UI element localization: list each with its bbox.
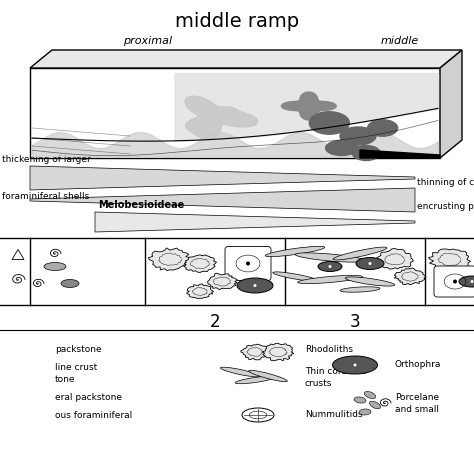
Text: middle ramp: middle ramp: [175, 12, 299, 31]
Text: tone: tone: [55, 375, 75, 384]
Polygon shape: [282, 92, 336, 120]
Ellipse shape: [459, 276, 474, 287]
Ellipse shape: [237, 278, 273, 293]
Polygon shape: [241, 344, 269, 360]
Ellipse shape: [368, 120, 398, 136]
Polygon shape: [187, 284, 214, 299]
Ellipse shape: [235, 376, 275, 384]
Ellipse shape: [333, 247, 387, 260]
Polygon shape: [30, 188, 415, 212]
Ellipse shape: [359, 409, 371, 415]
Text: proximal: proximal: [123, 36, 173, 46]
Polygon shape: [95, 212, 415, 232]
Polygon shape: [30, 166, 415, 190]
Text: ous foraminiferal: ous foraminiferal: [55, 411, 132, 420]
Bar: [30, 68, 440, 158]
Ellipse shape: [354, 364, 356, 366]
Ellipse shape: [242, 408, 274, 422]
Text: Melobesioideae: Melobesioideae: [98, 200, 184, 210]
Text: Nummulitids: Nummulitids: [305, 410, 363, 419]
Text: Rhodoliths: Rhodoliths: [305, 345, 353, 354]
Ellipse shape: [328, 265, 331, 268]
Ellipse shape: [246, 262, 250, 265]
Text: middle: middle: [381, 36, 419, 46]
Text: Orthophra: Orthophra: [395, 360, 441, 369]
Ellipse shape: [326, 140, 357, 155]
Ellipse shape: [453, 280, 457, 283]
Text: encrusting pla: encrusting pla: [417, 202, 474, 211]
Ellipse shape: [340, 127, 376, 145]
Polygon shape: [394, 268, 426, 285]
Text: 3: 3: [350, 313, 360, 331]
Ellipse shape: [298, 275, 363, 283]
Polygon shape: [440, 50, 462, 158]
Text: thickening of larger: thickening of larger: [2, 155, 91, 164]
Ellipse shape: [249, 370, 287, 382]
Polygon shape: [208, 273, 238, 290]
Ellipse shape: [368, 262, 372, 265]
Ellipse shape: [44, 263, 66, 271]
Ellipse shape: [345, 277, 395, 286]
Text: 2: 2: [210, 313, 220, 331]
Ellipse shape: [471, 280, 474, 283]
Ellipse shape: [352, 146, 380, 161]
Ellipse shape: [354, 397, 366, 403]
Ellipse shape: [356, 257, 384, 270]
Polygon shape: [360, 150, 440, 158]
Polygon shape: [30, 50, 462, 68]
Text: eral packstone: eral packstone: [55, 393, 122, 402]
Ellipse shape: [340, 287, 380, 292]
Text: crusts: crusts: [305, 379, 332, 388]
FancyBboxPatch shape: [434, 266, 474, 297]
Text: line crust: line crust: [55, 363, 97, 372]
Text: packstone: packstone: [55, 345, 101, 354]
Ellipse shape: [254, 284, 256, 287]
Ellipse shape: [332, 356, 377, 374]
Polygon shape: [12, 249, 24, 259]
Ellipse shape: [273, 272, 317, 281]
Ellipse shape: [369, 401, 381, 409]
Ellipse shape: [365, 392, 376, 399]
Text: thinning of cor: thinning of cor: [417, 178, 474, 187]
Ellipse shape: [61, 280, 79, 288]
Polygon shape: [377, 248, 413, 269]
Polygon shape: [183, 255, 217, 273]
FancyBboxPatch shape: [225, 246, 271, 281]
Ellipse shape: [265, 246, 325, 256]
Polygon shape: [185, 96, 258, 139]
Ellipse shape: [318, 262, 342, 272]
Ellipse shape: [220, 367, 260, 377]
Ellipse shape: [310, 112, 349, 134]
Polygon shape: [428, 249, 471, 271]
Text: and small: and small: [395, 405, 439, 414]
Polygon shape: [262, 343, 294, 361]
Ellipse shape: [295, 253, 365, 262]
Polygon shape: [148, 248, 191, 271]
Text: Thin coralline: Thin coralline: [305, 367, 366, 376]
Text: foraminiferal shells: foraminiferal shells: [2, 192, 89, 201]
Text: Porcelane: Porcelane: [395, 393, 439, 402]
